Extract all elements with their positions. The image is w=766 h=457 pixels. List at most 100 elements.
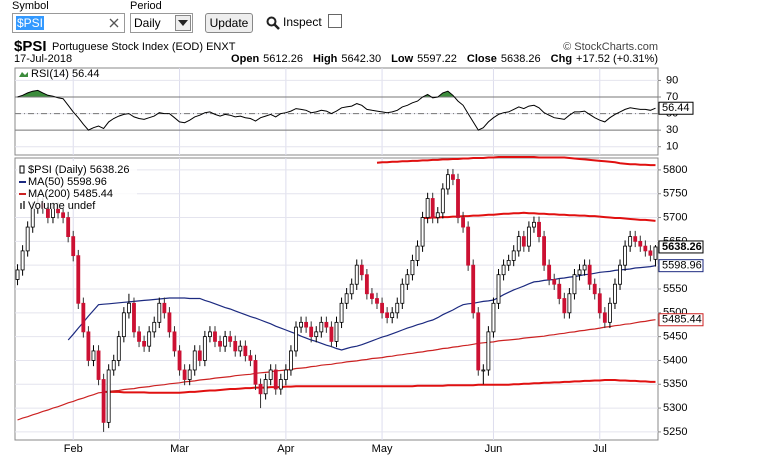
candle-body: [628, 236, 633, 247]
clear-icon[interactable]: [109, 18, 119, 28]
candle-body: [491, 302, 496, 333]
candle-body: [582, 264, 587, 271]
candle-body: [395, 302, 400, 314]
candle-body: [410, 260, 415, 276]
y-tick-label: 5450: [663, 331, 687, 343]
candle-body: [547, 264, 552, 280]
candle-body: [15, 269, 20, 280]
quote-label: Chg: [550, 53, 573, 65]
candle-body: [182, 369, 187, 380]
candle-body: [273, 369, 278, 390]
candle-body: [638, 240, 643, 247]
candle-body: [202, 336, 207, 361]
legend-bg: [17, 161, 137, 209]
inspect-label: Inspect: [283, 15, 322, 29]
candle-body: [405, 274, 410, 285]
candle-body: [587, 264, 592, 285]
candle-body: [20, 250, 25, 271]
candle-body: [96, 350, 101, 380]
candle-body: [618, 264, 622, 285]
quote-value: 5597.22: [417, 53, 457, 65]
candle-body: [86, 331, 91, 361]
candle-body: [197, 350, 202, 361]
candle-body: [597, 293, 602, 314]
channel-line: [376, 156, 656, 167]
candle-body: [294, 326, 298, 352]
candle-body: [299, 321, 303, 328]
candle-body: [314, 331, 319, 338]
update-button[interactable]: Update: [205, 13, 253, 33]
value-box: [658, 101, 694, 115]
candle-body: [577, 269, 582, 276]
candle-body: [187, 369, 192, 380]
candle-body: [132, 302, 136, 333]
candle-body: [137, 331, 141, 342]
candle-body: [354, 264, 359, 285]
x-tick-label: May: [372, 443, 393, 455]
legend-label: MA(200) 5485.44: [28, 188, 113, 200]
candle-body: [329, 326, 334, 342]
symbol-label: Symbol: [12, 0, 49, 12]
candle-body: [243, 345, 248, 357]
legend-icon: [19, 165, 25, 174]
candle-body: [572, 274, 577, 295]
candle-body: [76, 255, 81, 304]
candle-body: [319, 321, 324, 333]
candle-body: [25, 226, 30, 252]
dropdown-icon: [175, 15, 191, 31]
y-tick-label: 5700: [663, 211, 687, 223]
period-select[interactable]: Daily: [130, 13, 193, 33]
x-tick-label: Mar: [170, 443, 189, 455]
candle-body: [526, 226, 531, 247]
candle-body: [451, 174, 455, 180]
candle-body: [623, 245, 628, 266]
candle-body: [370, 293, 374, 299]
candle-body: [238, 345, 243, 352]
candle-body: [430, 198, 435, 218]
candle-body: [516, 236, 521, 252]
candle-body: [364, 274, 369, 295]
candle-body: [653, 246, 658, 260]
candle-body: [557, 283, 562, 299]
quote: Open 5612.26 High 5642.30 Low 5597.22 Close 563…: [225, 53, 658, 65]
candle-body: [400, 283, 405, 304]
inspect-checkbox[interactable]: [328, 14, 342, 28]
moving-average-line: [67, 265, 656, 351]
rsi-line: [17, 89, 656, 131]
symbol-input[interactable]: $PSI: [12, 13, 125, 33]
y-tick-label: 5750: [663, 188, 687, 200]
candle-body: [223, 336, 228, 347]
value-box-label: 56.44: [662, 102, 690, 114]
candle-body: [466, 226, 471, 266]
y-tick-label: 30: [666, 124, 678, 136]
candle-body: [339, 302, 344, 323]
legend-icon: [20, 203, 22, 209]
legend-icon: [23, 201, 25, 209]
candle-body: [172, 331, 177, 352]
candle-body: [481, 369, 486, 372]
candle-body: [101, 379, 106, 423]
candle-body: [66, 217, 71, 237]
candle-body: [61, 212, 66, 218]
candle-body: [324, 321, 329, 328]
y-tick-label: 70: [666, 91, 678, 103]
candle-body: [425, 198, 430, 218]
candle-body: [349, 283, 354, 295]
y-tick-label: 5550: [663, 283, 687, 295]
symbol-value: $PSI: [16, 16, 45, 30]
candle-body: [71, 236, 76, 257]
y-tick-label: 5250: [663, 426, 687, 438]
candle-body: [334, 321, 339, 342]
candle-body: [228, 336, 233, 342]
legend-label: RSI(14) 56.44: [31, 68, 99, 80]
candle-body: [192, 350, 197, 371]
legend-label: $PSI (Daily) 5638.26: [28, 164, 130, 176]
candle-body: [218, 340, 222, 347]
y-tick-label: 5800: [663, 164, 687, 176]
candle-body: [213, 331, 217, 342]
candle-body: [501, 264, 506, 276]
candle-body: [126, 302, 131, 314]
quote-label: Low: [391, 53, 414, 65]
candle-body: [415, 245, 420, 261]
candle-body: [309, 326, 314, 338]
